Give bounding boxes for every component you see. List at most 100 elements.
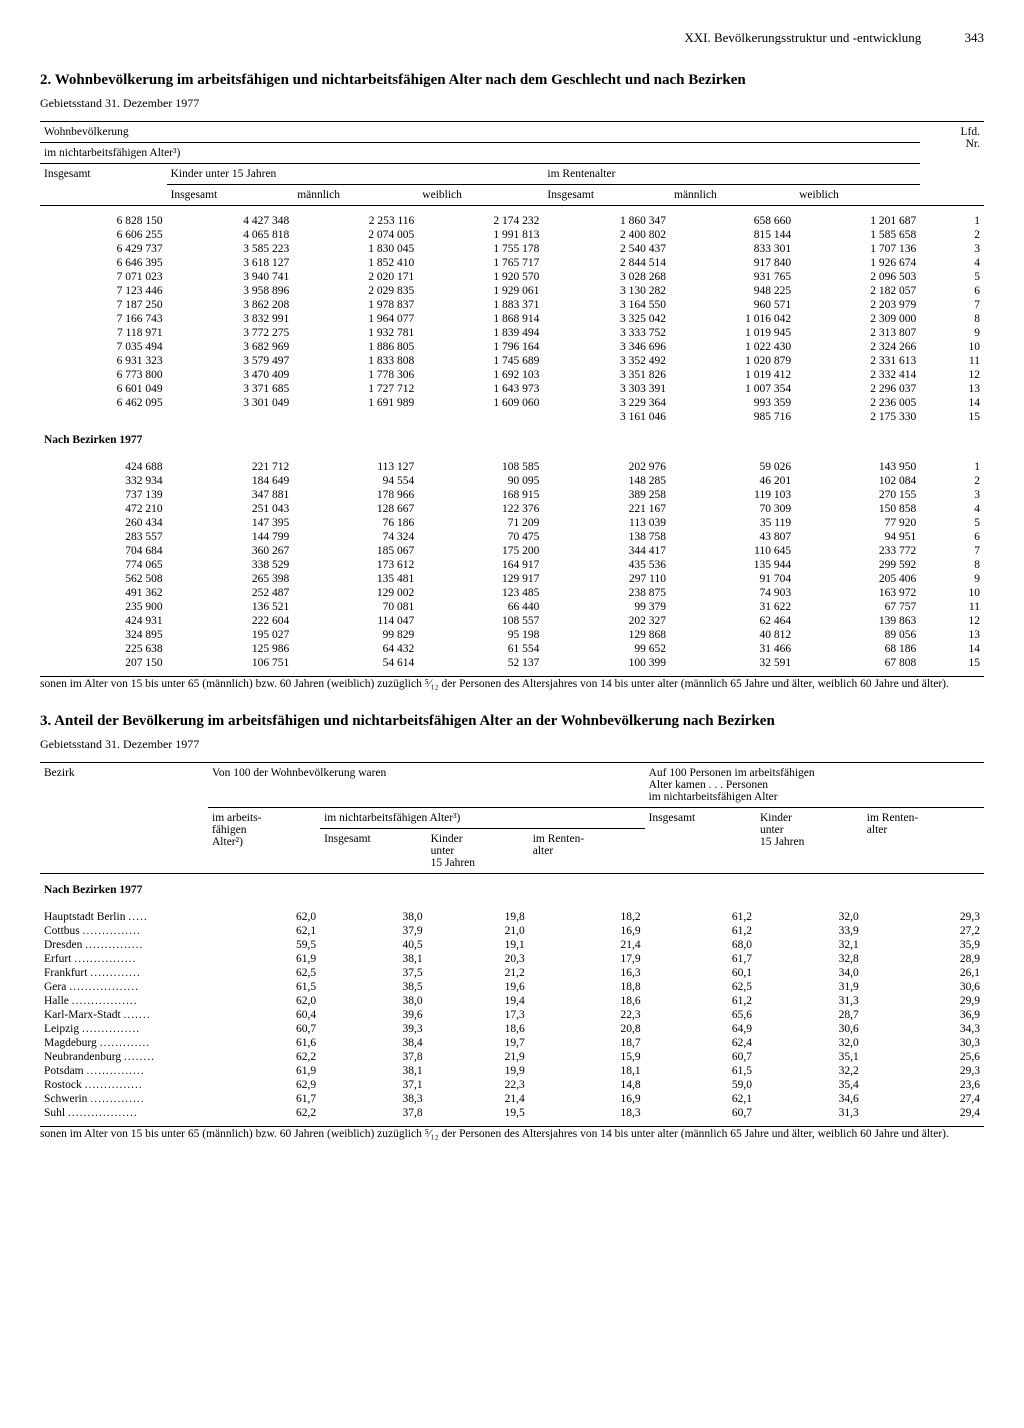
table-cell: 491 362 (40, 586, 167, 600)
table-cell: 106 751 (167, 656, 294, 670)
table-cell: 32,0 (756, 1036, 863, 1050)
chapter-title: XXI. Bevölkerungsstruktur und -entwicklu… (684, 30, 921, 45)
table-row: 424 931222 604114 047108 557202 32762 46… (40, 614, 984, 628)
table-cell: 7 071 023 (40, 270, 167, 284)
bezirk-name: Schwerin .............. (40, 1092, 208, 1106)
table-row: 7 071 0233 940 7412 020 1711 920 5703 02… (40, 270, 984, 284)
table-cell: 102 084 (795, 474, 920, 488)
table-cell: 3 303 391 (543, 382, 670, 396)
table-cell: 2 313 807 (795, 326, 920, 340)
table-cell: 985 716 (670, 410, 795, 424)
bezirk-name: Gera .................. (40, 980, 208, 994)
table-cell: 37,8 (320, 1050, 427, 1064)
table-cell: 60,7 (645, 1106, 756, 1120)
table-cell: 2 331 613 (795, 354, 920, 368)
table-cell: 1 016 042 (670, 312, 795, 326)
table-cell: 917 840 (670, 256, 795, 270)
table-row: Halle .................62,038,019,418,66… (40, 994, 984, 1008)
table-cell: 61,5 (208, 980, 320, 994)
section3-footnote: sonen im Alter von 15 bis unter 65 (männ… (40, 1126, 984, 1143)
table-cell: 60,7 (208, 1022, 320, 1036)
table-cell: 4 065 818 (167, 228, 294, 242)
table-cell: 9 (920, 572, 984, 586)
table-cell: 25,6 (863, 1050, 984, 1064)
table-cell: 1 201 687 (795, 214, 920, 228)
table-cell: 3 130 282 (543, 284, 670, 298)
table-cell: 344 417 (543, 544, 670, 558)
table-cell: 62,1 (208, 924, 320, 938)
table-cell: 16,3 (529, 966, 645, 980)
bezirk-name: Rostock ............... (40, 1078, 208, 1092)
table-cell: 31 622 (670, 600, 795, 614)
table-cell: 122 376 (418, 502, 543, 516)
table-row: Erfurt ................61,938,120,317,96… (40, 952, 984, 966)
table-cell: 252 487 (167, 586, 294, 600)
table-cell: 129 002 (293, 586, 418, 600)
bezirk-name: Suhl .................. (40, 1106, 208, 1120)
table-cell: 64,9 (645, 1022, 756, 1036)
page-header: XXI. Bevölkerungsstruktur und -entwicklu… (40, 30, 984, 46)
table-cell: 3 579 497 (167, 354, 294, 368)
table-cell: 14 (920, 396, 984, 410)
table-cell: 1 830 045 (293, 242, 418, 256)
table-cell: 61,5 (645, 1064, 756, 1078)
table-cell: 2 400 802 (543, 228, 670, 242)
table-row: 7 035 4943 682 9691 886 8051 796 1643 34… (40, 340, 984, 354)
table-row: 6 601 0493 371 6851 727 7121 643 9733 30… (40, 382, 984, 396)
table-row: 7 118 9713 772 2751 932 7811 839 4943 33… (40, 326, 984, 340)
table-cell: 7 (920, 298, 984, 312)
table-cell (40, 410, 167, 424)
table-cell: 175 200 (418, 544, 543, 558)
table-cell: 61,9 (208, 1064, 320, 1078)
table-cell: 11 (920, 354, 984, 368)
table-cell: 283 557 (40, 530, 167, 544)
table-cell: 1 978 837 (293, 298, 418, 312)
t2-hdr-grpB: Auf 100 Personen im arbeitsfähigenAlter … (645, 763, 984, 808)
table-cell: 7 (920, 544, 984, 558)
table-cell: 62,2 (208, 1050, 320, 1064)
table-cell: 143 950 (795, 460, 920, 474)
table-cell: 129 868 (543, 628, 670, 642)
t1-hdr-sub: im nichtarbeitsfähigen Alter³) (40, 143, 920, 164)
table-cell: 18,1 (529, 1064, 645, 1078)
table-cell: 46 201 (670, 474, 795, 488)
table-row: 6 462 0953 301 0491 691 9891 609 0603 22… (40, 396, 984, 410)
table-cell: 90 095 (418, 474, 543, 488)
t1-hdr-k-w: weiblich (418, 185, 543, 206)
bezirk-name: Magdeburg ............. (40, 1036, 208, 1050)
section2-footnote: sonen im Alter von 15 bis unter 65 (männ… (40, 676, 984, 693)
table-cell: 8 (920, 312, 984, 326)
table-cell: 1 868 914 (418, 312, 543, 326)
table-cell: 91 704 (670, 572, 795, 586)
table-section2: Wohnbevölkerung Lfd.Nr. im nichtarbeitsf… (40, 121, 984, 670)
table-cell: 2 020 171 (293, 270, 418, 284)
table-cell: 128 667 (293, 502, 418, 516)
table-cell: 184 649 (167, 474, 294, 488)
table-cell: 62,2 (208, 1106, 320, 1120)
table-cell: 35,9 (863, 938, 984, 952)
table-row: 562 508265 398135 481129 917297 11091 70… (40, 572, 984, 586)
table-cell: 1 796 164 (418, 340, 543, 354)
table-row: 3 161 046985 7162 175 33015 (40, 410, 984, 424)
table-cell: 17,3 (427, 1008, 529, 1022)
table-cell: 136 521 (167, 600, 294, 614)
table-cell: 2 332 414 (795, 368, 920, 382)
table-cell: 2 (920, 228, 984, 242)
table-cell: 185 067 (293, 544, 418, 558)
table-cell: 1 883 371 (418, 298, 543, 312)
table-cell: 260 434 (40, 516, 167, 530)
t2-hdr-a2: im nichtarbeitsfähigen Alter³) (320, 808, 644, 829)
table-cell: 10 (920, 586, 984, 600)
table-cell: 114 047 (293, 614, 418, 628)
table-cell: 37,8 (320, 1106, 427, 1120)
table-row: 424 688221 712113 127108 585202 97659 02… (40, 460, 984, 474)
table-row: Magdeburg .............61,638,419,718,76… (40, 1036, 984, 1050)
table-cell: 251 043 (167, 502, 294, 516)
table-cell: 2 309 000 (795, 312, 920, 326)
table-row: 6 429 7373 585 2231 830 0451 755 1782 54… (40, 242, 984, 256)
table-cell: 1 020 879 (670, 354, 795, 368)
table-cell: 3 (920, 488, 984, 502)
table-row: 6 646 3953 618 1271 852 4101 765 7172 84… (40, 256, 984, 270)
table-cell: 18,6 (529, 994, 645, 1008)
table-cell: 21,4 (529, 938, 645, 952)
